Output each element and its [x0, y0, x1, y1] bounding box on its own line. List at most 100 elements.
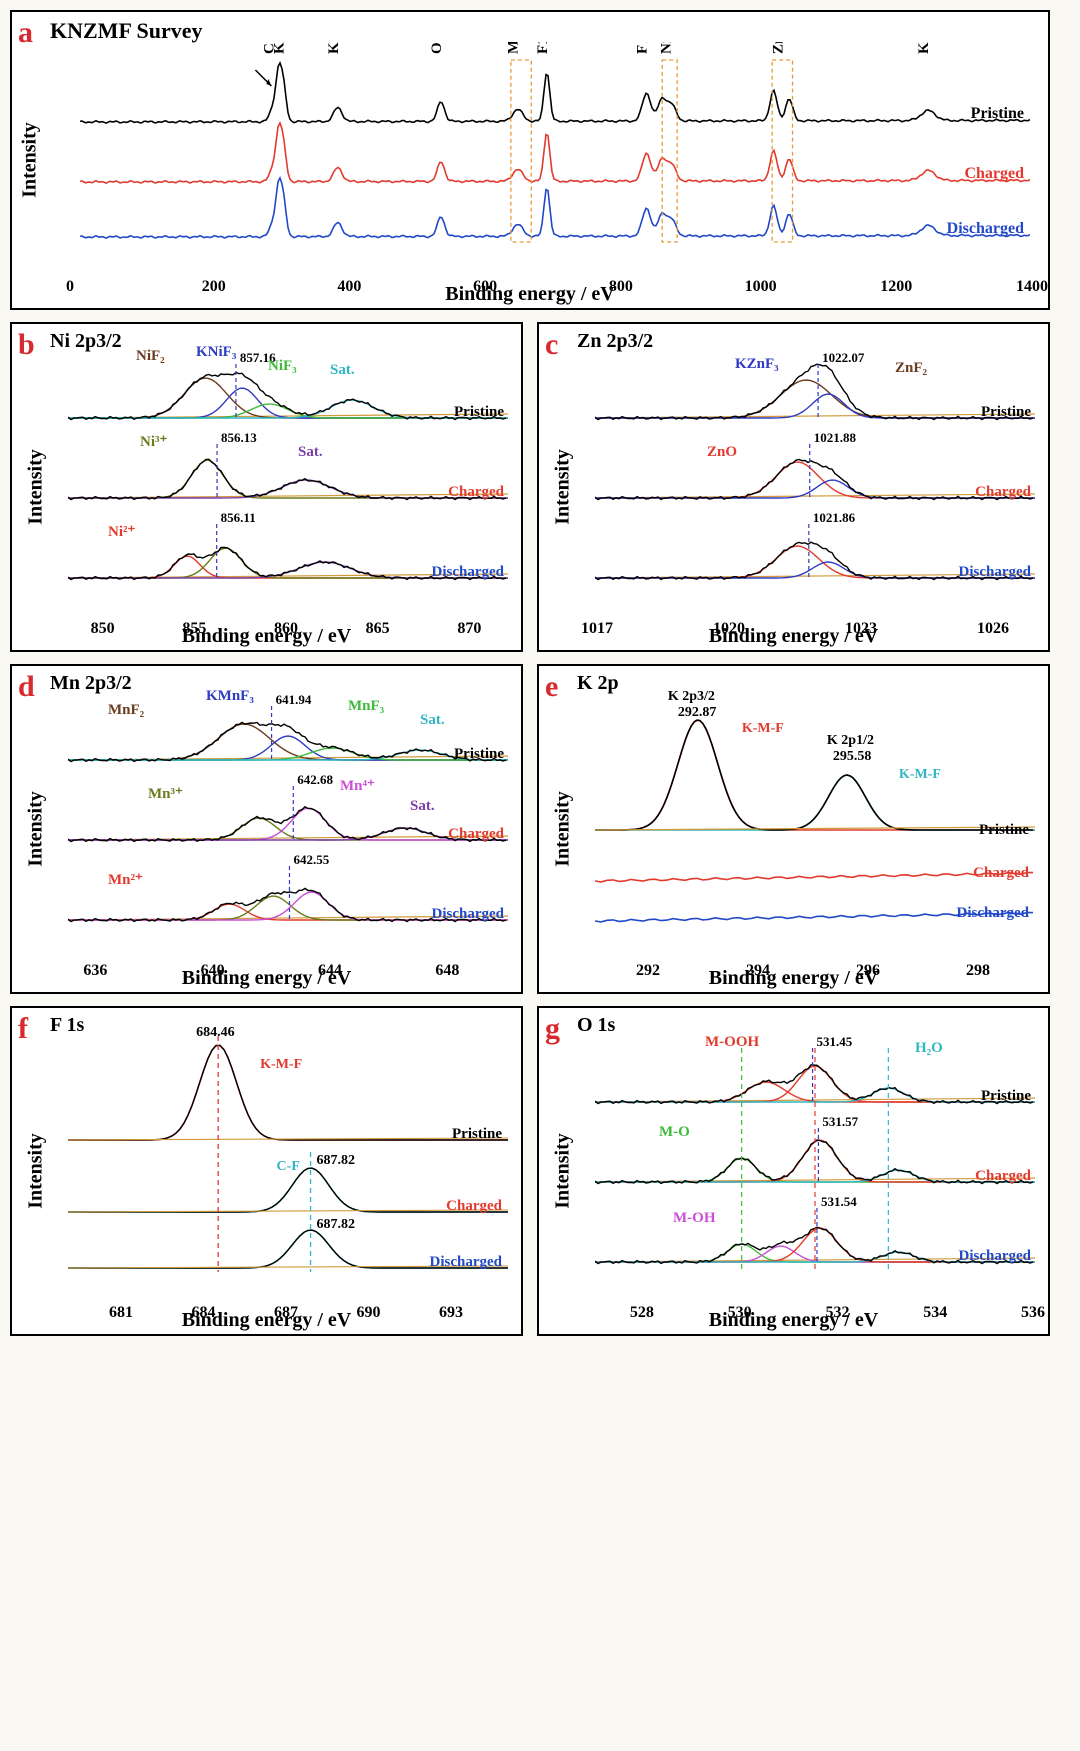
svg-text:K2s: K2s: [326, 42, 342, 54]
panel-tag-a: a: [18, 16, 33, 50]
xlabel-g: Binding energy / eV: [709, 1309, 878, 1332]
xlabel-b: Binding energy / eV: [182, 625, 351, 648]
svg-text:642.55: 642.55: [293, 852, 329, 867]
svg-text:Discharged: Discharged: [432, 564, 505, 580]
svg-text:O1s: O1s: [429, 42, 445, 54]
svg-c: Pristine 1022.07 Charged 1021.88 Discharged 1…: [595, 338, 1035, 592]
svg-text:1021.88: 1021.88: [814, 430, 857, 445]
svg-text:856.11: 856.11: [221, 510, 256, 525]
svg-text:KNiF₃: KNiF₃: [196, 344, 237, 360]
svg-text:K2p: K2p: [272, 42, 288, 54]
svg-text:Pristine: Pristine: [979, 822, 1029, 838]
svg-text:ZnO: ZnO: [707, 444, 737, 460]
svg-text:Sat.: Sat.: [410, 798, 435, 814]
svg-text:531.57: 531.57: [822, 1114, 858, 1129]
plot-a: PristineChargedDischargedC1sK2pK2sO1sMn2…: [80, 42, 1030, 252]
ylabel-a: Intensity: [18, 122, 41, 198]
svg-text:Pristine: Pristine: [971, 105, 1024, 122]
svg-a: PristineChargedDischargedC1sK2pK2sO1sMn2…: [80, 42, 1030, 252]
panel-tag-b: b: [18, 328, 35, 362]
svg-text:Pristine: Pristine: [452, 1126, 502, 1142]
svg-text:Mn⁴⁺: Mn⁴⁺: [340, 778, 375, 794]
svg-text:Charged: Charged: [446, 1198, 502, 1214]
panel-tag-d: d: [18, 670, 35, 704]
svg-text:K-M-F: K-M-F: [899, 767, 941, 782]
xlabel-a: Binding energy / eV: [445, 283, 614, 306]
svg-text:F Auger: F Auger: [635, 42, 651, 54]
svg-text:531.45: 531.45: [817, 1034, 853, 1049]
svg-text:Discharged: Discharged: [959, 1248, 1032, 1264]
svg-text:1021.86: 1021.86: [813, 510, 856, 525]
svg-text:531.54: 531.54: [821, 1194, 857, 1209]
svg-text:292.87: 292.87: [678, 705, 717, 720]
svg-text:Zn2p: Zn2p: [770, 42, 786, 54]
panel-tag-c: c: [545, 328, 558, 362]
svg-text:K-M-F: K-M-F: [742, 721, 784, 736]
svg-text:687.82: 687.82: [317, 1153, 356, 1168]
figure-grid: a KNZMF Survey Intensity Pristine Charged…: [10, 10, 1070, 1336]
svg-text:Sat.: Sat.: [330, 362, 355, 378]
panel-d: d Mn 2p3/2 Intensity Pristine641.94Charg…: [10, 664, 523, 994]
panel-g: g O 1s Intensity Pristine531.45Charged53…: [537, 1006, 1050, 1336]
svg-text:Pristine: Pristine: [454, 404, 504, 420]
panel-title-a: KNZMF Survey: [50, 18, 203, 44]
svg-text:641.94: 641.94: [276, 692, 312, 707]
svg-text:Discharged: Discharged: [947, 220, 1024, 237]
svg-text:K 2p3/2: K 2p3/2: [668, 689, 715, 704]
svg-text:Pristine: Pristine: [981, 404, 1031, 420]
svg-text:Discharged: Discharged: [430, 1254, 503, 1270]
svg-text:KZnF₃: KZnF₃: [735, 356, 779, 372]
svg-text:687.82: 687.82: [317, 1217, 356, 1232]
svg-f: Pristine Charged Discharged 684.46 K-M-F C-F 6…: [68, 1022, 508, 1276]
svg-text:Charged: Charged: [973, 865, 1029, 881]
panel-tag-g: g: [545, 1012, 560, 1046]
svg-text:Pristine: Pristine: [454, 746, 504, 762]
svg-text:295.58: 295.58: [833, 749, 872, 764]
svg-text:M-OOH: M-OOH: [705, 1034, 759, 1050]
svg-text:Charged: Charged: [964, 165, 1024, 182]
panel-b: b Ni 2p3/2 Intensity Pristine857.16Charg…: [10, 322, 523, 652]
svg-text:M-OH: M-OH: [673, 1210, 716, 1226]
svg-text:ZnF₂: ZnF₂: [895, 360, 928, 376]
svg-text:KMnF₃: KMnF₃: [206, 688, 254, 704]
svg-text:K 2p1/2: K 2p1/2: [827, 733, 874, 748]
panel-a: a KNZMF Survey Intensity Pristine Charged…: [10, 10, 1050, 310]
panel-e: e K 2p Intensity K 2p3/2292.87K-M-FK 2p1…: [537, 664, 1050, 994]
svg-text:Mn³⁺: Mn³⁺: [148, 786, 183, 802]
panel-c: c Zn 2p3/2 Intensity Pristine1022.07Char…: [537, 322, 1050, 652]
svg-text:K-M-F: K-M-F: [260, 1057, 302, 1072]
svg-text:Discharged: Discharged: [432, 906, 505, 922]
svg-text:1022.07: 1022.07: [822, 350, 865, 365]
xlabel-f: Binding energy / eV: [182, 1309, 351, 1332]
ylabel-e: Intensity: [551, 791, 574, 867]
svg-text:MnF₂: MnF₂: [108, 702, 145, 718]
svg-text:Mn²⁺: Mn²⁺: [108, 872, 143, 888]
svg-text:M-O: M-O: [659, 1124, 690, 1140]
panel-tag-f: f: [18, 1012, 28, 1046]
xlabel-d: Binding energy / eV: [182, 967, 351, 990]
svg-text:C-F: C-F: [277, 1159, 300, 1174]
svg-text:856.13: 856.13: [221, 430, 257, 445]
ylabel-g: Intensity: [551, 1133, 574, 1209]
svg-text:Sat.: Sat.: [420, 712, 445, 728]
svg-text:Ni³⁺: Ni³⁺: [140, 434, 167, 450]
svg-text:Pristine: Pristine: [981, 1088, 1031, 1104]
svg-text:F1s: F1s: [535, 42, 551, 54]
svg-text:MnF₃: MnF₃: [348, 698, 385, 714]
svg-text:H₂O: H₂O: [915, 1040, 943, 1056]
ylabel-b: Intensity: [24, 449, 47, 525]
panel-tag-e: e: [545, 670, 558, 704]
svg-text:Charged: Charged: [975, 484, 1031, 500]
svg-b: Pristine857.16Charged856.13Discharged856…: [68, 338, 508, 592]
svg-text:684.46: 684.46: [196, 1025, 235, 1040]
svg-text:K Auger: K Auger: [916, 42, 932, 54]
svg-g: Pristine531.45Charged531.57Discharged531…: [595, 1022, 1035, 1276]
svg-d: Pristine641.94Charged642.68Discharged642…: [68, 680, 508, 934]
svg-text:Discharged: Discharged: [959, 564, 1032, 580]
svg-text:642.68: 642.68: [297, 772, 333, 787]
svg-text:NiF₃: NiF₃: [268, 358, 297, 374]
svg-text:Ni²⁺: Ni²⁺: [108, 524, 135, 540]
svg-text:Discharged: Discharged: [957, 905, 1030, 921]
svg-text:Mn2p: Mn2p: [506, 42, 522, 54]
xlabel-c: Binding energy / eV: [709, 625, 878, 648]
